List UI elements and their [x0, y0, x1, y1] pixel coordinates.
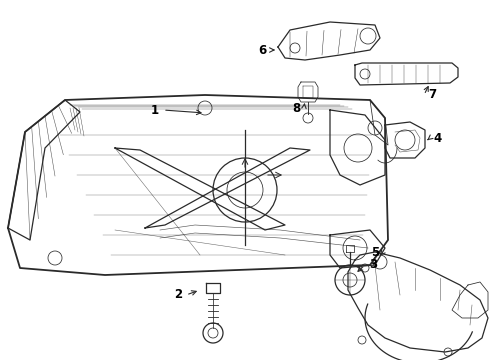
Text: 2: 2: [174, 288, 182, 302]
Text: 6: 6: [258, 44, 266, 57]
Text: 1: 1: [151, 104, 159, 117]
Text: 3: 3: [369, 258, 377, 271]
Text: 4: 4: [434, 131, 442, 144]
Text: 5: 5: [371, 246, 379, 258]
Text: 8: 8: [292, 102, 300, 114]
Text: 7: 7: [428, 89, 436, 102]
